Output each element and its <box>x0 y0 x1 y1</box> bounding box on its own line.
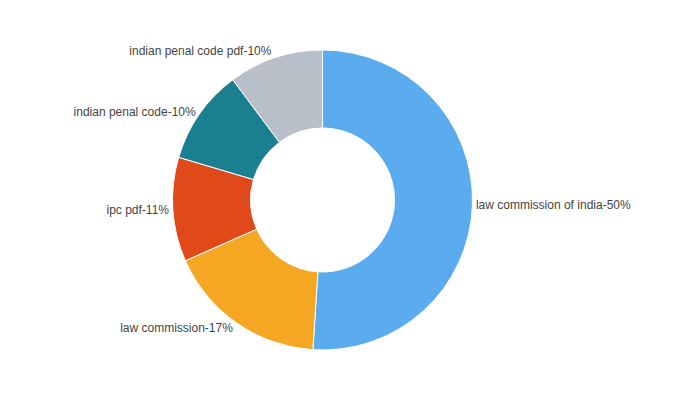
svg-text:indian penal code-10%: indian penal code-10% <box>74 105 196 119</box>
svg-text:law commission of india-50%: law commission of india-50% <box>476 198 631 212</box>
svg-text:ipc pdf-11%: ipc pdf-11% <box>106 203 169 217</box>
svg-text:indian penal code pdf-10%: indian penal code pdf-10% <box>129 44 271 58</box>
svg-text:law commission-17%: law commission-17% <box>120 321 233 335</box>
